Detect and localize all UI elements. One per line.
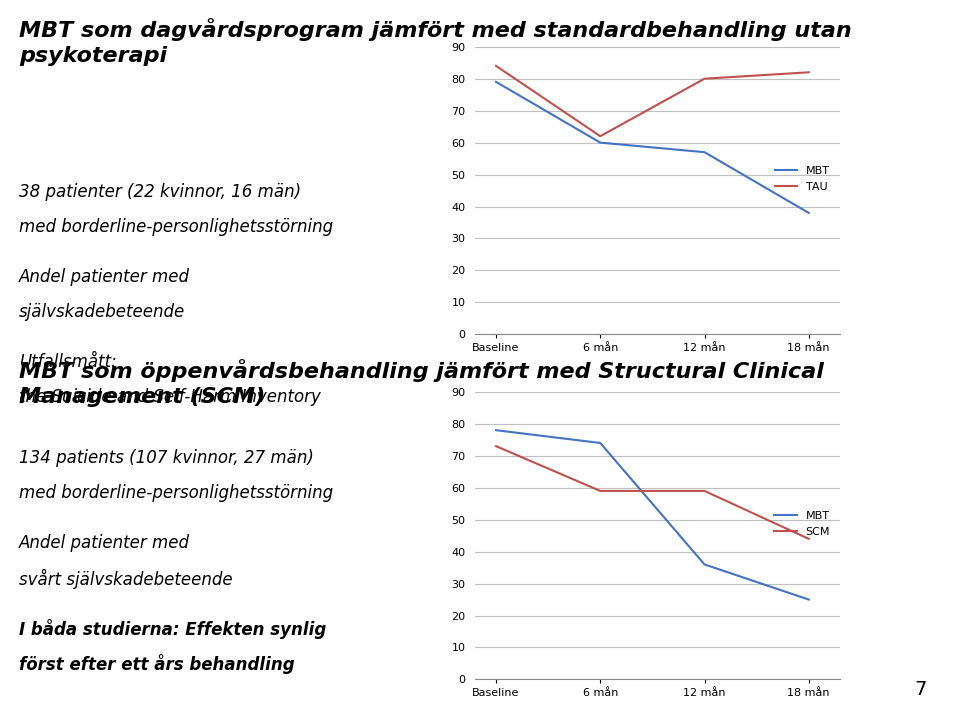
- SCM: [491, 442, 502, 451]
- Text: Utfallsmått:: Utfallsmått:: [19, 353, 117, 371]
- SCM: [594, 487, 606, 495]
- MBT: [491, 78, 502, 86]
- Text: 134 patients (107 kvinnor, 27 män): 134 patients (107 kvinnor, 27 män): [19, 449, 314, 467]
- Text: med borderline-personlighetsstörning: med borderline-personlighetsstörning: [19, 218, 333, 236]
- Legend: MBT, SCM: MBT, SCM: [770, 507, 834, 541]
- MBT: [594, 138, 606, 147]
- Text: 38 patienter (22 kvinnor, 16 män): 38 patienter (22 kvinnor, 16 män): [19, 183, 301, 201]
- Text: MBT som dagvårdsprogram jämfört med standardbehandling utan
psykoterapi: MBT som dagvårdsprogram jämfört med stan…: [19, 18, 852, 65]
- MBT: [699, 148, 710, 157]
- SCM: [803, 534, 814, 543]
- Text: Andel patienter med: Andel patienter med: [19, 534, 190, 552]
- Text: svårt självskadebeteende: svårt självskadebeteende: [19, 569, 233, 589]
- TAU: [594, 132, 606, 140]
- Text: 7: 7: [914, 680, 926, 699]
- MBT: [699, 560, 710, 569]
- SCM: [699, 487, 710, 495]
- Text: I båda studierna: Effekten synlig: I båda studierna: Effekten synlig: [19, 619, 326, 639]
- Text: med borderline-personlighetsstörning: med borderline-personlighetsstörning: [19, 484, 333, 502]
- MBT: [803, 595, 814, 604]
- Text: först efter ett års behandling: först efter ett års behandling: [19, 654, 295, 674]
- TAU: [491, 62, 502, 70]
- Line: TAU: TAU: [496, 66, 808, 136]
- MBT: [491, 426, 502, 434]
- Text: självskadebeteende: självskadebeteende: [19, 303, 185, 321]
- Text: MBT som öppenvårdsbehandling jämfört med Structural Clinical
Management (SCM): MBT som öppenvårdsbehandling jämfört med…: [19, 360, 824, 407]
- Legend: MBT, TAU: MBT, TAU: [771, 162, 834, 196]
- Text: the Suicide and Self-Harm Inventory: the Suicide and Self-Harm Inventory: [19, 388, 321, 406]
- Line: MBT: MBT: [496, 82, 808, 213]
- Line: SCM: SCM: [496, 446, 808, 539]
- TAU: [699, 74, 710, 83]
- Line: MBT: MBT: [496, 430, 808, 600]
- Text: Andel patienter med: Andel patienter med: [19, 268, 190, 286]
- TAU: [803, 68, 814, 77]
- MBT: [594, 439, 606, 447]
- MBT: [803, 209, 814, 217]
